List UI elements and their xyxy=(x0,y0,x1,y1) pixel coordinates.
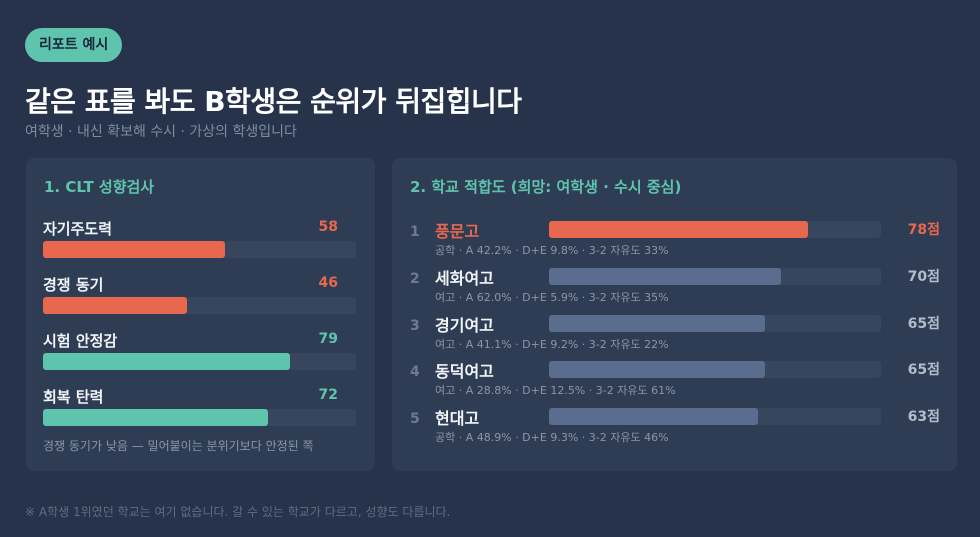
clt-bar-fill xyxy=(43,353,291,370)
school-detail: 공학 · A 42.2% · D+E 9.8% · 3-2 자유도 33% xyxy=(435,244,669,257)
clt-bar-track xyxy=(43,241,356,258)
school-score: 70점 xyxy=(907,269,940,285)
school-bar-fill xyxy=(549,408,759,425)
clt-bar-fill xyxy=(43,241,225,258)
footnote: ※ A학생 1위였던 학교는 여기 없습니다. 갈 수 있는 학교가 다르고, … xyxy=(25,505,451,519)
school-bar-track xyxy=(549,268,881,285)
clt-bar-fill xyxy=(43,409,269,426)
report-example-badge: 리포트 예시 xyxy=(25,28,123,62)
school-rank: 5 xyxy=(410,411,420,427)
school-bar-track xyxy=(549,408,881,425)
school-detail: 여고 · A 41.1% · D+E 9.2% · 3-2 자유도 22% xyxy=(435,338,669,351)
school-bar-track xyxy=(549,221,881,238)
clt-note: 경쟁 동기가 낮음 — 밀어붙이는 분위기보다 안정된 쪽 xyxy=(43,439,314,453)
clt-bar-track xyxy=(43,409,356,426)
school-bar-fill xyxy=(549,361,765,378)
school-score: 63점 xyxy=(907,409,940,425)
clt-item-value: 58 xyxy=(318,219,338,235)
clt-bar-track xyxy=(43,297,356,314)
school-score: 65점 xyxy=(907,362,940,378)
school-score: 78점 xyxy=(907,222,940,238)
clt-item-label: 회복 탄력 xyxy=(43,388,104,406)
school-detail: 여고 · A 28.8% · D+E 12.5% · 3-2 자유도 61% xyxy=(435,384,676,397)
school-bar-track xyxy=(549,315,881,332)
school-bar-track xyxy=(549,361,881,378)
school-detail: 여고 · A 62.0% · D+E 5.9% · 3-2 자유도 35% xyxy=(435,291,669,304)
clt-item-label: 자기주도력 xyxy=(43,220,113,238)
school-name: 동덕여고 xyxy=(435,362,494,381)
clt-item-value: 79 xyxy=(318,331,338,347)
clt-item-label: 시험 안정감 xyxy=(43,332,118,350)
school-fit-panel-title: 2. 학교 적합도 (희망: 여학생 · 수시 중심) xyxy=(410,178,682,196)
school-detail: 공학 · A 48.9% · D+E 9.3% · 3-2 자유도 46% xyxy=(435,431,669,444)
clt-item-value: 46 xyxy=(318,275,338,291)
clt-panel: 1. CLT 성향검사 자기주도력 58 경쟁 동기 46 시험 안정감 79 회복 탄력 7… xyxy=(26,158,375,471)
clt-item-label: 경쟁 동기 xyxy=(43,276,104,294)
school-score: 65점 xyxy=(907,316,940,332)
school-rank: 3 xyxy=(410,318,420,334)
school-bar-fill xyxy=(549,315,765,332)
school-bar-fill xyxy=(549,221,808,238)
clt-bar-fill xyxy=(43,297,187,314)
clt-item-value: 72 xyxy=(318,387,338,403)
school-name: 현대고 xyxy=(435,409,480,428)
school-rank: 2 xyxy=(410,271,420,287)
school-name: 경기여고 xyxy=(435,316,494,335)
school-rank: 1 xyxy=(410,224,420,240)
school-name: 풍문고 xyxy=(435,222,480,241)
school-name: 세화여고 xyxy=(435,269,494,288)
school-rank: 4 xyxy=(410,364,420,380)
page-subtitle: 여학생 · 내신 확보해 수시 · 가상의 학생입니다 xyxy=(25,124,297,140)
page-title: 같은 표를 봐도 B학생은 순위가 뒤집힙니다 xyxy=(25,85,522,118)
school-bar-fill xyxy=(549,268,782,285)
clt-bar-track xyxy=(43,353,356,370)
clt-panel-title: 1. CLT 성향검사 xyxy=(44,178,155,196)
